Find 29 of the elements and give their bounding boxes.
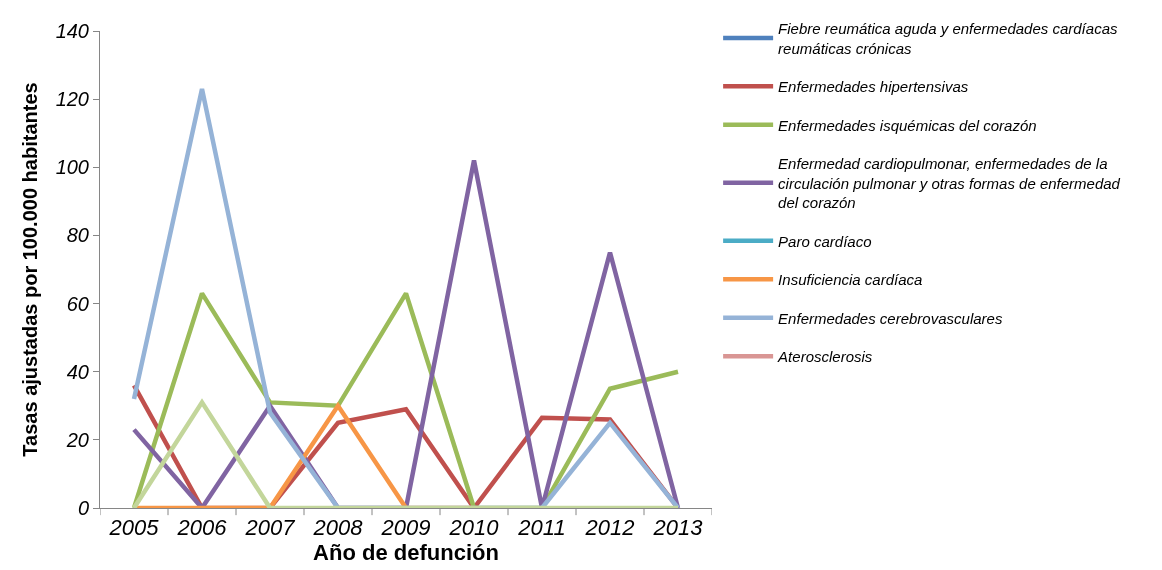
- legend-label: Enfermedades cerebrovasculares: [778, 309, 1003, 327]
- legend-label: Insuficiencia cardíaca: [778, 271, 923, 289]
- y-axis-title: Tasas ajustadas por 100.000 habitantes: [19, 82, 42, 457]
- x-tick-label: 2011: [517, 515, 566, 541]
- y-tick-label: 100: [55, 156, 89, 179]
- legend-label: Paro cardíaco: [778, 232, 872, 250]
- y-tick-label: 40: [66, 360, 89, 383]
- x-tick-label: 2013: [652, 515, 704, 541]
- x-tick-label: 2012: [584, 515, 635, 541]
- legend-label: Fiebre reumática aguda y enfermedades cardíacas reumáticas crónicas: [778, 20, 1118, 57]
- x-tick-label: 2005: [108, 515, 160, 541]
- line-series: [131, 158, 681, 508]
- x-tick-label: 2007: [244, 515, 296, 541]
- y-tick-label: 80: [66, 224, 89, 247]
- x-tick-label: 2008: [312, 515, 364, 541]
- y-tick-label: 0: [77, 497, 89, 519]
- legend-label: Aterosclerosis: [777, 348, 873, 366]
- y-tick-label: 60: [66, 292, 89, 315]
- legend-label: Enfermedad cardiopulmonar, enfermedades de la circulación pulmonar y otras formas de enfermedad del corazón: [778, 155, 1121, 212]
- x-tick-label: 2009: [380, 515, 431, 541]
- legend-label: Enfermedades hipertensivas: [778, 78, 969, 96]
- y-tick-label: 140: [55, 20, 89, 42]
- y-tick-label: 120: [55, 88, 89, 111]
- x-tick-label: 2006: [176, 515, 228, 541]
- line-series: [131, 291, 681, 508]
- y-tick-label: 20: [65, 428, 89, 451]
- x-axis-title: Año de defunción: [313, 540, 499, 566]
- x-tick-label: 2010: [448, 515, 500, 541]
- legend-label: Enfermedades isquémicas del corazón: [778, 116, 1037, 134]
